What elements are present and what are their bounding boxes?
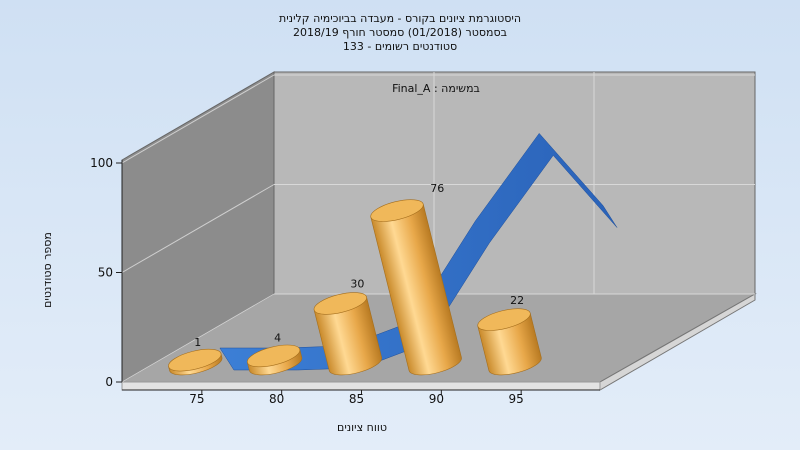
- gridline-y: [121, 74, 275, 164]
- y-tick-label: 100: [90, 156, 113, 170]
- bar-top: [477, 308, 531, 331]
- y-axis-label: מספר סטודנטים: [41, 232, 54, 308]
- assignment-annotation: במשימה : Final_A: [392, 82, 480, 95]
- gridline-y: [121, 184, 275, 273]
- x-tick-label: 85: [349, 392, 364, 406]
- x-tick-label: 90: [429, 392, 444, 406]
- bar-body: [370, 203, 462, 376]
- bar-value-label: 4: [274, 332, 281, 345]
- bar: 30: [313, 278, 382, 376]
- gridline-y: [121, 293, 275, 383]
- x-axis-label: טווח ציונים: [337, 421, 387, 434]
- bar: 1: [168, 336, 223, 376]
- bar-value-label: 22: [510, 294, 524, 307]
- bar: 76: [370, 182, 462, 376]
- chart-title-line-3: סטודנטים רשומים - 133: [343, 40, 457, 53]
- bar-series: 1 4 30 76 22: [168, 182, 542, 376]
- bar-top: [246, 344, 301, 368]
- bar-top: [168, 348, 222, 372]
- bar: 4: [246, 332, 303, 376]
- chart-title-line-2: בסמסטר (01/2018) סמסטר חורף 2018/19: [293, 26, 507, 39]
- chart-title-line-1: היסטוגרמת ציונים בקורס - מעבדה בביוכימיה…: [279, 12, 521, 25]
- x-tick-label: 80: [269, 392, 284, 406]
- y-tick-label: 50: [98, 266, 113, 280]
- bar-value-label: 76: [430, 182, 444, 195]
- y-ticks: 0 50 100: [90, 156, 122, 389]
- bar-body: [313, 296, 382, 376]
- floor-edge-front: [121, 381, 601, 391]
- bar-value-label: 30: [350, 278, 364, 291]
- bar: 22: [477, 294, 542, 376]
- bar-top: [313, 292, 367, 315]
- x-ticks: 75 80 85 90 95: [189, 390, 524, 406]
- bar-value-label: 1: [194, 336, 201, 349]
- y-tick-label: 0: [105, 375, 113, 389]
- x-tick-label: 75: [189, 392, 204, 406]
- x-tick-label: 95: [509, 392, 524, 406]
- bar-top: [370, 199, 424, 222]
